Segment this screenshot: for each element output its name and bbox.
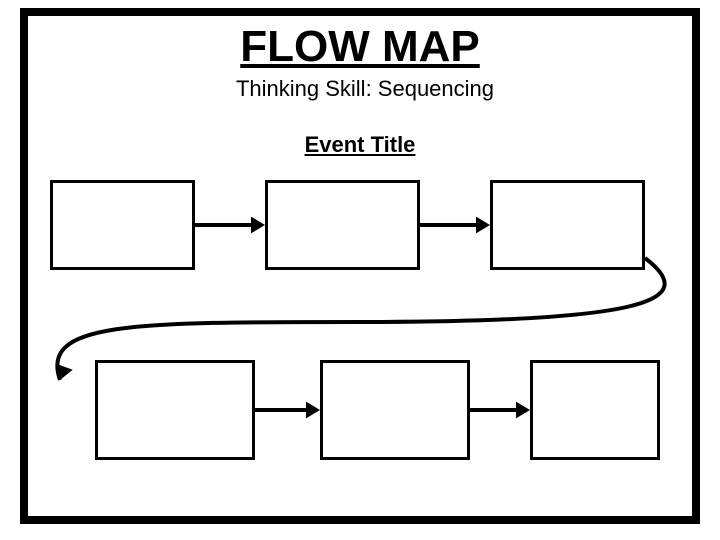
flow-step-box bbox=[490, 180, 645, 270]
flow-step-box bbox=[50, 180, 195, 270]
flow-step-box bbox=[95, 360, 255, 460]
event-title: Event Title bbox=[265, 132, 455, 158]
flow-step-box bbox=[265, 180, 420, 270]
diagram-title: FLOW MAP bbox=[200, 22, 520, 72]
diagram-subtitle: Thinking Skill: Sequencing bbox=[200, 76, 530, 102]
flow-step-box bbox=[320, 360, 470, 460]
flow-step-box bbox=[530, 360, 660, 460]
